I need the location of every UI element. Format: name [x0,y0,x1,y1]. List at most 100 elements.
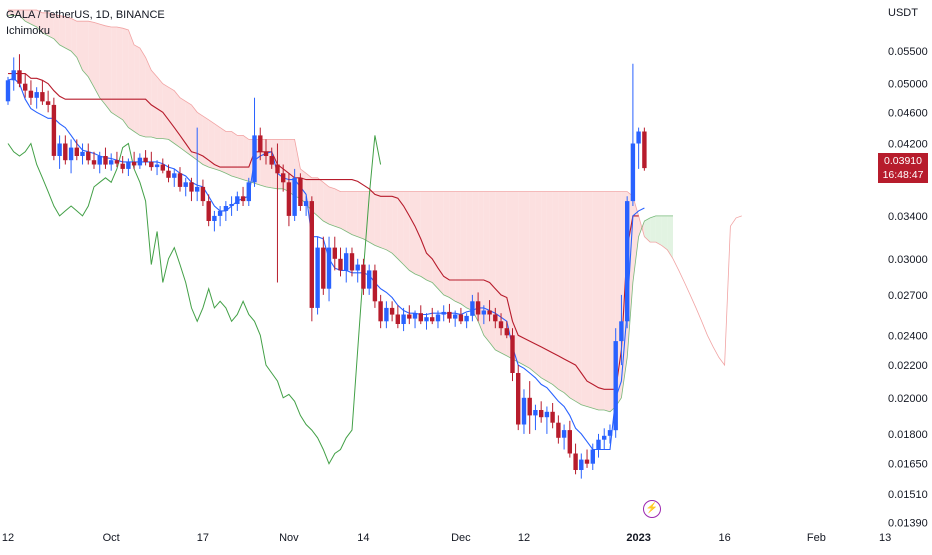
candle [109,153,114,171]
candle-body [418,313,423,322]
candle [154,160,160,176]
candle-body [573,453,578,470]
candle-body [114,160,120,164]
candle-body [51,104,57,156]
candle-body [86,151,91,161]
candle-body [68,147,74,161]
cloud-segment [145,57,152,137]
cloud-segment [329,186,335,227]
candle [309,196,314,322]
last-price-tag: 0.03910 16:48:47 [878,153,928,183]
indicator-label[interactable]: Ichimoku [6,25,51,37]
candle [361,258,366,295]
candle-body [533,410,538,416]
candle-body [11,70,16,81]
price-tick-label: 0.04200 [888,139,928,151]
cloud-segment [529,191,536,373]
cloud-segment [48,12,54,39]
candle [200,179,206,206]
candle-body [275,164,280,174]
candle-body [177,173,183,187]
cloud-segment [116,27,123,120]
candle [252,97,257,187]
candle [613,328,618,438]
candle-body [212,215,217,221]
candle-body [441,311,446,315]
candle-body [367,270,372,289]
cloud-segment [564,191,570,398]
candle [321,236,326,295]
cloud-segment [25,10,31,25]
candle [590,443,595,470]
candle-body [303,201,309,206]
cloud-segment [352,191,358,237]
cloud-segment [438,191,444,295]
candle-body [435,314,441,322]
candle [573,443,578,475]
cloud-segment [363,191,370,243]
candle-body [200,186,206,202]
candle [516,365,521,431]
candle [418,305,423,325]
candle-body [63,143,68,161]
candle-body [137,157,143,166]
candle [206,194,211,227]
time-tick-label: Dec [451,532,471,544]
cloud-segment [208,119,215,169]
price-tick-label: 0.02700 [888,290,928,302]
currency-label: USDT [888,7,918,19]
candle-body [539,410,544,418]
cloud-segment [197,112,203,165]
candle [533,404,538,431]
candle-body [602,435,607,440]
candle [149,151,154,171]
cloud-segment [202,116,209,168]
candle-body [625,201,630,322]
candle-body [263,151,269,156]
candle [269,147,274,169]
candle [567,420,572,458]
candle-body [361,264,366,289]
candle-body [642,131,647,169]
candle-body [584,459,590,464]
candle [407,305,412,325]
lightning-icon[interactable]: ⚡ [643,500,661,518]
candle-body [109,160,114,165]
candle-body [183,182,188,187]
candle [166,164,171,183]
cloud-segment [397,191,404,265]
candle-body [292,177,297,216]
symbol-title[interactable]: GALA / TetherUS, 1D, BINANCE [6,9,165,21]
cloud-segment [88,21,94,88]
candle [510,328,515,382]
candle [453,310,458,327]
candle [464,313,469,329]
cloud-segment [472,191,479,322]
candle [263,139,269,165]
candle [183,177,188,197]
candle [642,127,647,171]
candle [596,433,601,458]
candle-body [240,196,246,202]
candle [286,173,292,227]
cloud-segment [598,191,605,410]
candle-body [453,314,458,319]
cloud-segment [541,191,547,382]
bar-countdown: 16:48:47 [882,169,924,181]
leading-span-b-line [8,9,742,367]
candle [223,201,229,221]
candle [45,90,51,113]
cloud-segment [604,191,610,412]
candle [521,389,527,434]
candle [5,76,11,105]
cloud-segment [386,191,393,254]
cloud-segment [162,83,169,140]
cloud-segment [546,191,553,385]
candle [378,294,383,329]
candle-body [252,135,257,183]
candle [619,294,624,366]
candle-body [309,201,314,308]
chart-legend: GALA / TetherUS, 1D, BINANCE Ichimoku [6,7,165,39]
